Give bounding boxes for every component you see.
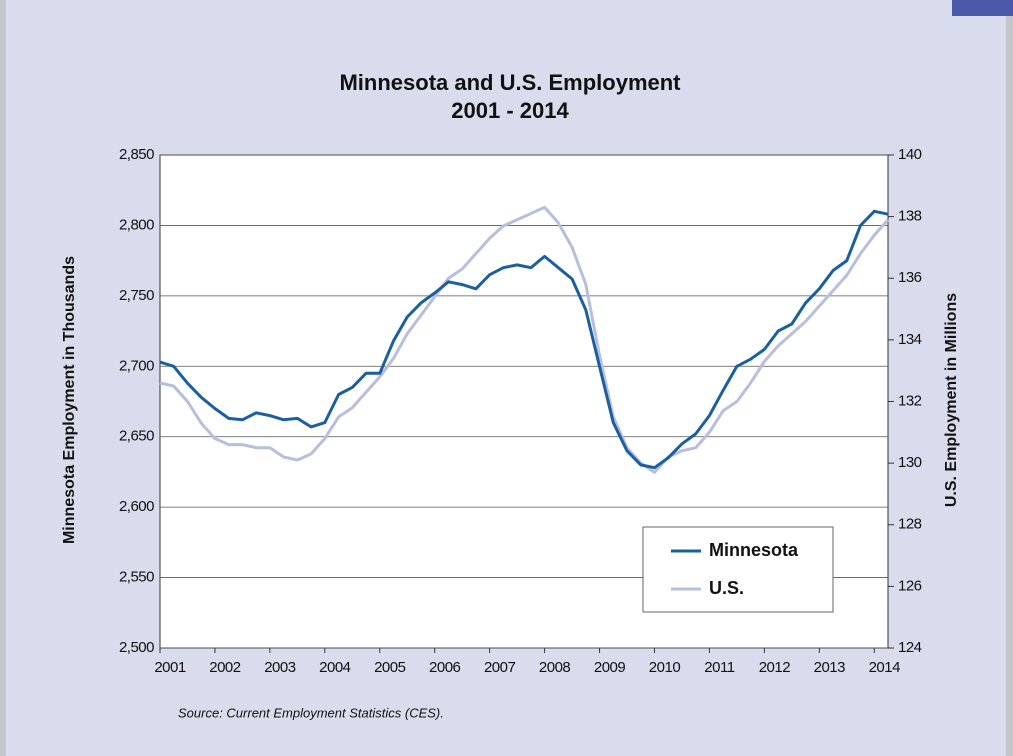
y2-axis-label: U.S. Employment in Millions	[943, 293, 960, 507]
x-tick-label: 2007	[484, 659, 516, 676]
corner-strip	[952, 0, 1013, 16]
x-tick-label: 2001	[154, 659, 186, 676]
x-tick-label: 2006	[429, 659, 461, 676]
source-note: Source: Current Employment Statistics (C…	[178, 705, 444, 720]
y-tick-label: 2,750	[119, 287, 154, 304]
chart-subtitle: 2001 - 2014	[451, 98, 569, 123]
x-tick-label: 2004	[319, 659, 351, 676]
y-tick-label: 2,650	[119, 428, 154, 445]
y2-tick-label: 128	[898, 516, 922, 533]
x-tick-label: 2014	[869, 659, 901, 676]
x-tick-label: 2009	[594, 659, 626, 676]
y2-tick-label: 124	[898, 639, 922, 656]
y-tick-label: 2,700	[119, 357, 154, 374]
y2-tick-label: 130	[898, 454, 922, 471]
y2-tick-label: 138	[898, 208, 922, 225]
x-tick-label: 2005	[374, 659, 406, 676]
y2-tick-label: 132	[898, 392, 922, 409]
chart-title: Minnesota and U.S. Employment	[339, 70, 681, 95]
y-tick-label: 2,600	[119, 498, 154, 515]
x-tick-label: 2002	[209, 659, 241, 676]
x-tick-label: 2008	[539, 659, 571, 676]
x-tick-label: 2013	[814, 659, 846, 676]
y-tick-label: 2,500	[119, 639, 154, 656]
x-tick-label: 2012	[759, 659, 791, 676]
x-tick-label: 2003	[264, 659, 296, 676]
y2-tick-label: 140	[898, 146, 922, 163]
legend-label: U.S.	[709, 578, 744, 598]
series-line	[159, 205, 890, 474]
legend-label: Minnesota	[709, 540, 799, 560]
y-tick-label: 2,800	[119, 216, 154, 233]
y2-tick-label: 126	[898, 577, 922, 594]
x-tick-label: 2011	[704, 659, 734, 676]
legend-box	[642, 526, 834, 613]
series-line	[159, 209, 889, 470]
y2-tick-label: 134	[898, 331, 922, 348]
y-tick-label: 2,850	[119, 146, 154, 163]
y-axis-label: Minnesota Employment in Thousands	[61, 256, 78, 544]
x-tick-label: 2010	[649, 659, 681, 676]
y2-tick-label: 136	[898, 269, 922, 286]
y-tick-label: 2,550	[119, 569, 154, 586]
